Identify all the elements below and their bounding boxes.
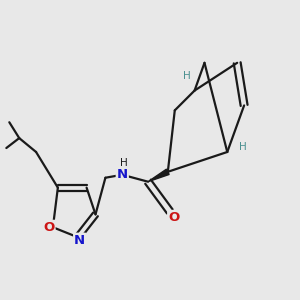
Text: H: H	[120, 158, 128, 168]
Text: N: N	[117, 168, 128, 181]
Text: N: N	[74, 234, 85, 247]
Text: H: H	[239, 142, 247, 152]
Text: O: O	[168, 211, 179, 224]
Polygon shape	[148, 169, 169, 182]
Text: H: H	[183, 71, 190, 81]
Text: O: O	[43, 221, 55, 234]
